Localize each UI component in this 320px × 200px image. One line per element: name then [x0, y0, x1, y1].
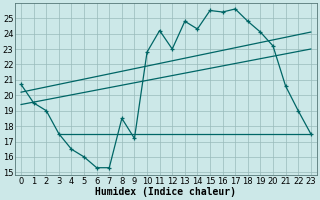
X-axis label: Humidex (Indice chaleur): Humidex (Indice chaleur) — [95, 187, 236, 197]
